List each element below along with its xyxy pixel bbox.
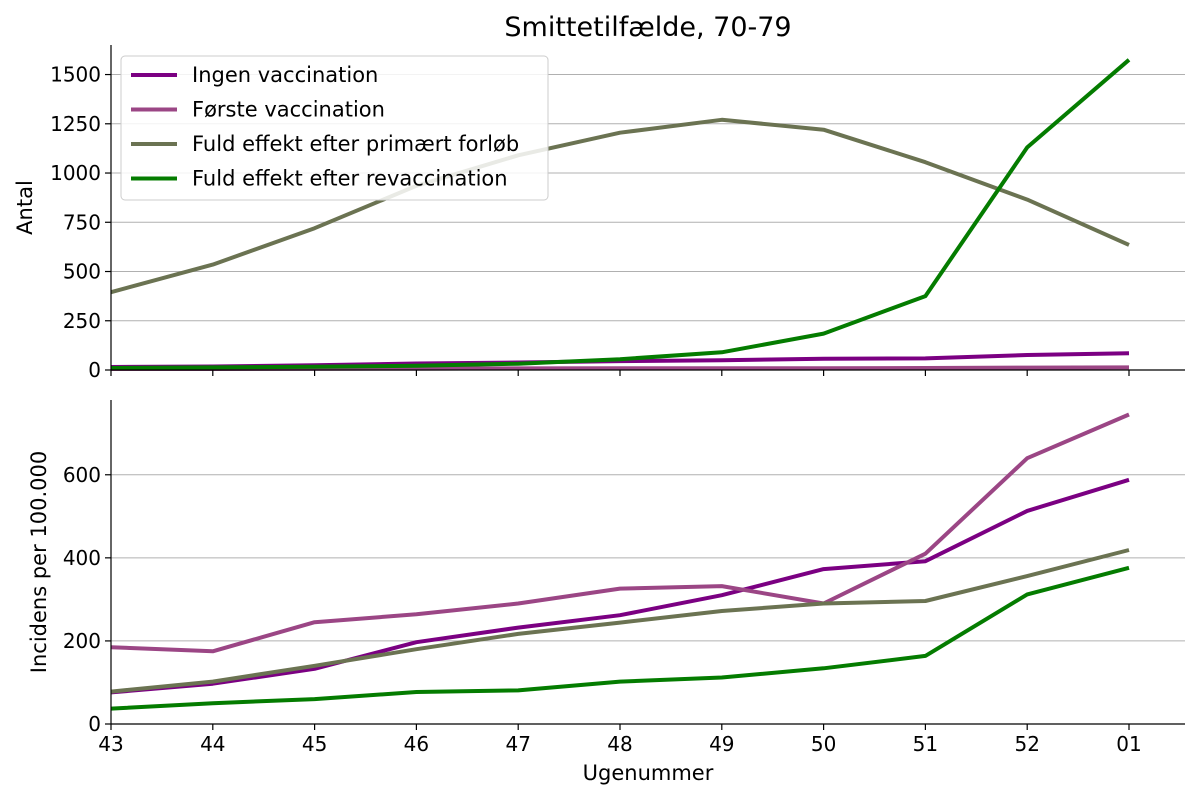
series-line-3 [110,565,1130,711]
y-tick-label: 500 [63,260,101,284]
series-line-2 [110,117,1130,295]
x-tick-label: 43 [98,732,123,756]
y-tick-label: 200 [63,629,101,653]
legend-label-0: Ingen vaccination [192,63,378,87]
series-line-3 [110,58,1131,370]
legend-label-2: Fuld effekt efter primært forløb [192,132,519,156]
bottom-panel: 0 200 400 600 43 44 45 46 47 48 49 50 51 52 01 Incidens… [27,400,1185,756]
legend-label-3: Fuld effekt efter revaccination [192,167,508,191]
x-tick-label: 01 [1116,732,1141,756]
y-tick-label: 1250 [50,112,101,136]
series-line-1 [110,412,1130,654]
y-tick-label: 750 [63,210,101,234]
y-axis-label: Incidens per 100.000 [27,451,51,673]
y-tick-label: 0 [88,712,101,736]
series-line-2 [110,548,1130,694]
x-tick-label: 52 [1014,732,1039,756]
x-axis-label: Ugenummer [583,761,714,785]
x-tick-label: 45 [302,732,327,756]
x-tick-label: 49 [709,732,734,756]
x-tick-label: 44 [200,732,225,756]
legend-label-1: Første vaccination [192,98,385,122]
legend-box [120,55,549,201]
y-tick-label: 600 [63,463,101,487]
x-tick-label: 46 [404,732,429,756]
chart-title: Smittetilfælde, 70-79 [504,12,791,43]
series-line-0 [110,477,1130,695]
y-tick-label: 400 [63,546,101,570]
y-tick-label: 1000 [50,161,101,185]
y-tick-label: 0 [88,358,101,382]
y-axis-label: Antal [13,180,37,235]
x-tick-label: 50 [811,732,836,756]
legend: Ingen vaccination Første vaccination Fuld … [120,55,549,201]
top-panel: 0 250 500 750 1000 1250 1500 Antal Ingen vaccina… [13,45,1185,382]
x-tick-label: 51 [913,732,938,756]
y-tick-label: 1500 [50,63,101,87]
x-tick-label: 47 [505,732,530,756]
x-tick-label: 48 [607,732,632,756]
y-tick-label: 250 [63,309,101,333]
